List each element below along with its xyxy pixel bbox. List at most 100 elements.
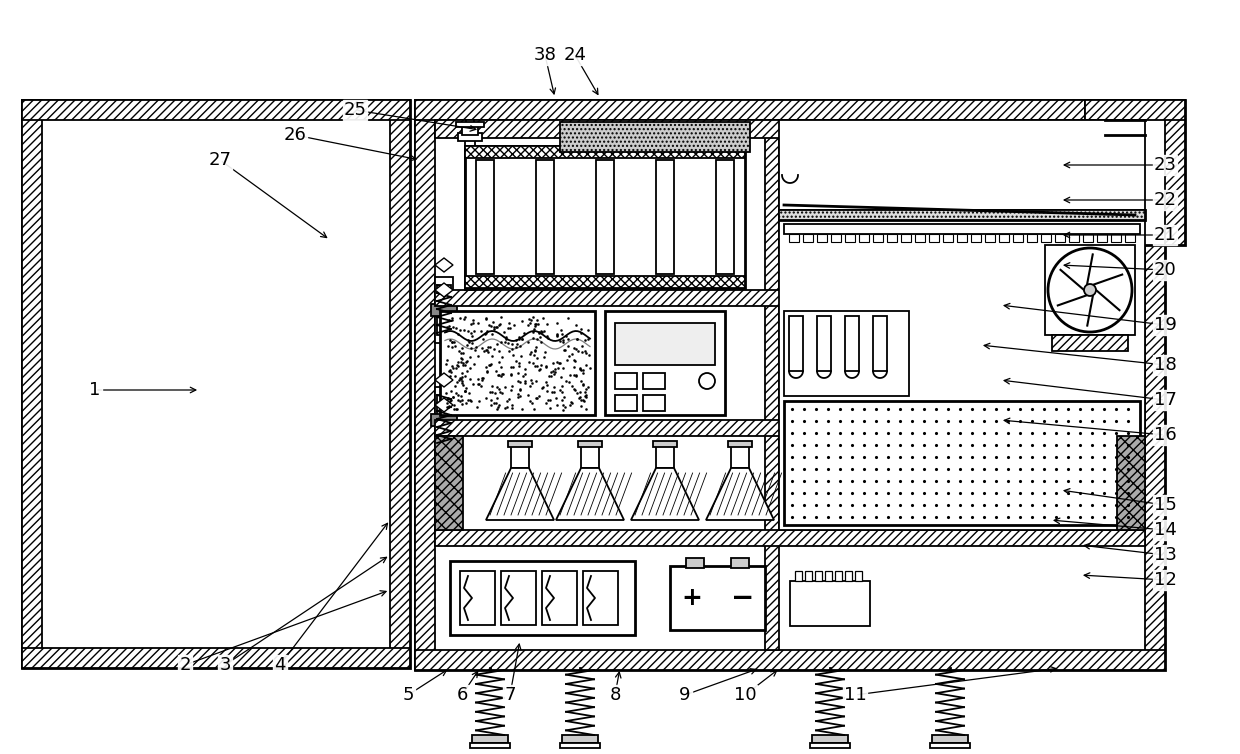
Bar [844, 571, 852, 581]
Bar [415, 650, 1166, 670]
Bar [440, 311, 595, 415]
Bar [435, 436, 463, 530]
Polygon shape [556, 468, 624, 520]
Bar [22, 648, 410, 668]
Bar [835, 571, 842, 581]
Bar [432, 304, 458, 316]
Text: 16: 16 [1153, 426, 1177, 444]
Text: 38: 38 [533, 46, 557, 64]
Bar [560, 122, 750, 152]
Bar [560, 743, 600, 748]
Bar [686, 558, 704, 568]
Bar [465, 276, 745, 288]
Bar [670, 566, 765, 630]
Bar [615, 373, 637, 389]
Bar [501, 571, 536, 625]
Polygon shape [435, 283, 453, 297]
Bar [460, 571, 495, 625]
Bar [1117, 436, 1145, 530]
Bar [656, 160, 675, 274]
Bar [578, 441, 601, 447]
Bar [779, 120, 1145, 530]
Bar [450, 561, 635, 635]
Bar [562, 735, 598, 743]
Bar [915, 234, 925, 242]
Polygon shape [435, 258, 453, 272]
Bar [789, 316, 804, 371]
Text: 5: 5 [402, 686, 414, 704]
Bar [1055, 234, 1065, 242]
Bar [435, 290, 1145, 306]
Bar [472, 735, 508, 743]
Polygon shape [631, 468, 699, 520]
Bar [812, 735, 848, 743]
Bar [644, 395, 665, 411]
Bar [779, 210, 1145, 220]
Bar [415, 100, 1166, 120]
Bar [435, 120, 1125, 138]
Polygon shape [435, 398, 453, 412]
Bar [1042, 234, 1052, 242]
Bar [790, 581, 870, 626]
Bar [1069, 234, 1079, 242]
Text: +: + [682, 586, 702, 610]
Bar [435, 277, 453, 343]
Bar [653, 441, 677, 447]
Polygon shape [486, 468, 554, 520]
Text: 3: 3 [219, 656, 231, 674]
Polygon shape [706, 468, 774, 520]
Bar [435, 530, 1145, 546]
Bar [542, 571, 577, 625]
Bar [656, 446, 675, 468]
Bar [844, 234, 856, 242]
Bar [859, 234, 869, 242]
Bar [435, 387, 453, 453]
Bar [415, 100, 1166, 670]
Bar [942, 234, 954, 242]
Text: 13: 13 [1153, 546, 1177, 564]
Bar [435, 420, 1145, 436]
Bar [22, 100, 410, 120]
Bar [999, 234, 1009, 242]
Text: 17: 17 [1153, 391, 1177, 409]
Bar [804, 234, 813, 242]
Bar [463, 125, 477, 135]
Bar [22, 100, 42, 668]
Text: 4: 4 [274, 656, 285, 674]
Bar [1027, 234, 1037, 242]
Polygon shape [435, 373, 453, 387]
Text: 1: 1 [89, 381, 100, 399]
Bar [831, 234, 841, 242]
Bar [728, 441, 751, 447]
Bar [596, 160, 614, 274]
Bar [465, 146, 745, 288]
Bar [1166, 100, 1185, 245]
Bar [901, 234, 911, 242]
Bar [873, 316, 887, 371]
Bar [815, 571, 822, 581]
Bar [22, 100, 410, 668]
Bar [784, 224, 1140, 234]
Text: 20: 20 [1153, 261, 1177, 279]
Bar [1052, 335, 1128, 351]
Text: 25: 25 [343, 101, 367, 119]
Bar [1085, 100, 1185, 120]
Text: 24: 24 [563, 46, 587, 64]
Bar [715, 160, 734, 274]
Text: 15: 15 [1153, 496, 1177, 514]
Text: 2: 2 [180, 656, 191, 674]
Bar [971, 234, 981, 242]
Bar [536, 160, 554, 274]
Bar [932, 735, 968, 743]
Bar [930, 743, 970, 748]
Bar [391, 100, 410, 668]
Text: 14: 14 [1153, 521, 1177, 539]
Bar [476, 160, 494, 274]
Bar [929, 234, 939, 242]
Bar [1085, 100, 1185, 245]
Bar [508, 441, 532, 447]
Text: 27: 27 [208, 151, 232, 169]
Bar [583, 571, 618, 625]
Bar [615, 323, 715, 365]
Bar [817, 234, 827, 242]
